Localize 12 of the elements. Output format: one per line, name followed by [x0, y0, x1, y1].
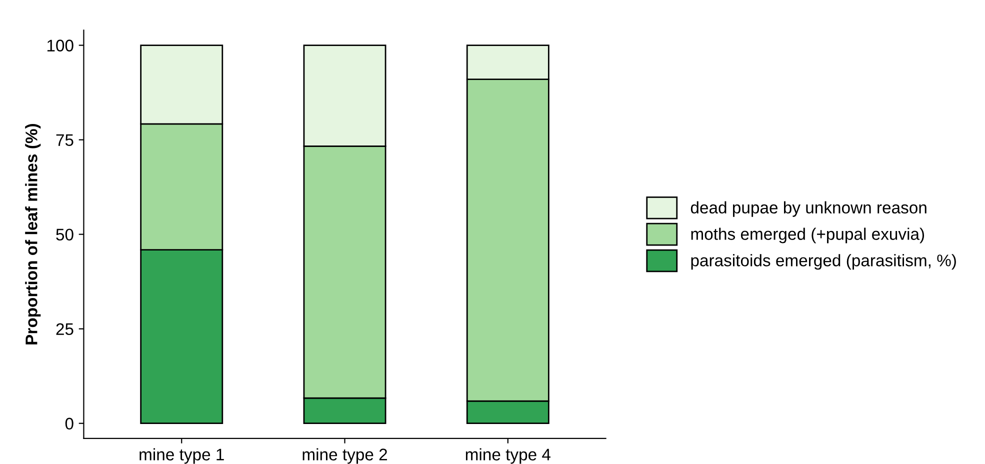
x-tick-label: mine type 1 — [140, 448, 224, 464]
y-tick-label: 75 — [56, 134, 74, 146]
x-tick-label: mine type 4 — [466, 448, 550, 464]
legend-label: moths emerged (+pupal exuvia) — [691, 228, 924, 244]
legend-label: dead pupae by unknown reason — [690, 201, 926, 217]
x-tick-label: mine type 2 — [302, 448, 387, 464]
y-tick-label: 50 — [56, 228, 74, 241]
y-tick-label: 25 — [56, 323, 74, 336]
y-axis-title: Proportion of leaf mines (%) — [25, 124, 41, 344]
legend-label: parasitoids emerged (parasitism, %) — [691, 254, 956, 270]
y-tick-label: 100 — [47, 40, 74, 52]
y-tick-label: 0 — [65, 418, 74, 430]
